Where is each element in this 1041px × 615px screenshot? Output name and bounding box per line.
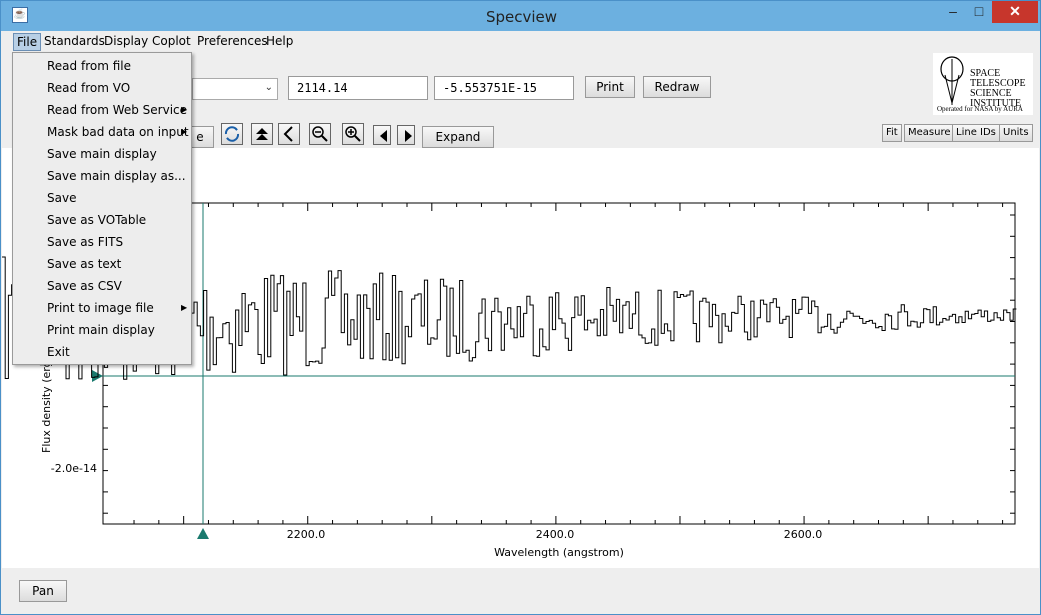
menu-item-read-from-web-service[interactable]: Read from Web Service (47, 103, 188, 117)
menu-display[interactable]: Display (104, 34, 149, 48)
plot-toolbar: e Expand Fit Measure Line IDs Units (2, 118, 1039, 148)
maximize-button[interactable]: □ (974, 3, 984, 19)
menu-file[interactable]: File (13, 33, 42, 51)
submenu-arrow-icon: ▶ (181, 303, 188, 312)
menu-item-save-main-display[interactable]: Save main display (47, 147, 157, 161)
menu-item-exit[interactable]: Exit (47, 345, 70, 359)
menu-item-save-as-votable[interactable]: Save as VOTable (47, 213, 147, 227)
menu-item-save-main-display-as[interactable]: Save main display as... (47, 169, 186, 183)
units-button[interactable]: Units (999, 124, 1033, 142)
scroll-right-icon[interactable] (397, 125, 415, 145)
chevron-down-icon: ⌄ (264, 82, 273, 93)
menu-item-mask-bad-data[interactable]: Mask bad data on input (47, 125, 189, 139)
measure-button[interactable]: Measure (904, 124, 955, 142)
x-tick-label-2600: 2600.0 (784, 528, 823, 541)
logo-subtitle: Operated for NASA by AURA (937, 105, 1023, 113)
window-title: Specview (485, 8, 558, 26)
x-tick-label-2400: 2400.0 (536, 528, 575, 541)
menu-bar: File Standards Display Coplot Preference… (2, 31, 1039, 53)
menu-item-save-as-csv[interactable]: Save as CSV (47, 279, 122, 293)
menu-standards[interactable]: Standards (44, 34, 105, 48)
x-axis-label: Wavelength (angstrom) (494, 546, 624, 559)
y-axis-label: Flux density (erg/ (40, 356, 53, 453)
refresh-icon[interactable] (221, 123, 243, 145)
menu-item-read-from-file[interactable]: Read from file (47, 59, 131, 73)
line-ids-button[interactable]: Line IDs (952, 124, 1000, 142)
file-menu-dropdown: Read from file Read from VO Read from We… (12, 52, 192, 365)
redraw-button[interactable]: Redraw (643, 76, 711, 98)
menu-help[interactable]: Help (266, 34, 294, 48)
stsci-logo: SPACE TELESCOPE SCIENCE INSTITUTE Operat… (933, 53, 1033, 115)
menu-item-read-from-vo[interactable]: Read from VO (47, 81, 131, 95)
zoom-out-icon[interactable] (309, 123, 331, 145)
spectrum-selector[interactable]: ⌄ (192, 78, 278, 100)
menu-coplot[interactable]: Coplot (152, 34, 191, 48)
menu-item-save[interactable]: Save (47, 191, 77, 205)
zoom-to-top-icon[interactable] (251, 123, 273, 145)
plot-frame (102, 202, 1016, 525)
pan-button[interactable]: Pan (19, 580, 67, 602)
x-axis-ticks (133, 203, 1004, 524)
zoom-in-icon[interactable] (342, 123, 364, 145)
scroll-left-icon[interactable] (373, 125, 391, 145)
status-bar: Pan (2, 568, 1039, 614)
stsci-emblem-icon (940, 56, 964, 105)
cursor-x-marker[interactable] (197, 528, 209, 539)
menu-item-save-as-text[interactable]: Save as text (47, 257, 122, 271)
title-bar: ☕ Specview – □ ✕ (1, 1, 1040, 31)
cursor-x-field[interactable]: 2114.14 (288, 76, 428, 100)
menu-preferences[interactable]: Preferences (197, 34, 268, 48)
close-button[interactable]: ✕ (992, 1, 1038, 23)
x-tick-label-2200: 2200.0 (287, 528, 326, 541)
y-axis-ticks (103, 214, 1015, 514)
print-button[interactable]: Print (585, 76, 635, 98)
expand-button[interactable]: Expand (422, 126, 494, 148)
y-tick-label: -2.0e-14 (51, 462, 97, 475)
submenu-arrow-icon: ▶ (181, 127, 188, 136)
fit-button[interactable]: Fit (882, 124, 902, 142)
minimize-button[interactable]: – (949, 3, 957, 19)
logo-wordmark: SPACE TELESCOPE SCIENCE INSTITUTE (970, 68, 1026, 109)
chevron-left-icon[interactable] (278, 123, 300, 145)
spectrum-plot-svg[interactable]: 2200.0 2400.0 2600.0 Wavelength (angstro… (2, 148, 1039, 568)
submenu-arrow-icon: ▶ (181, 105, 188, 114)
menu-item-print-main-display[interactable]: Print main display (47, 323, 155, 337)
cursor-y-field[interactable]: -5.553751E-15 (434, 76, 574, 100)
menu-item-save-as-fits[interactable]: Save as FITS (47, 235, 124, 249)
java-cup-icon: ☕ (12, 7, 28, 23)
menu-item-print-to-image-file[interactable]: Print to image file (47, 301, 154, 315)
